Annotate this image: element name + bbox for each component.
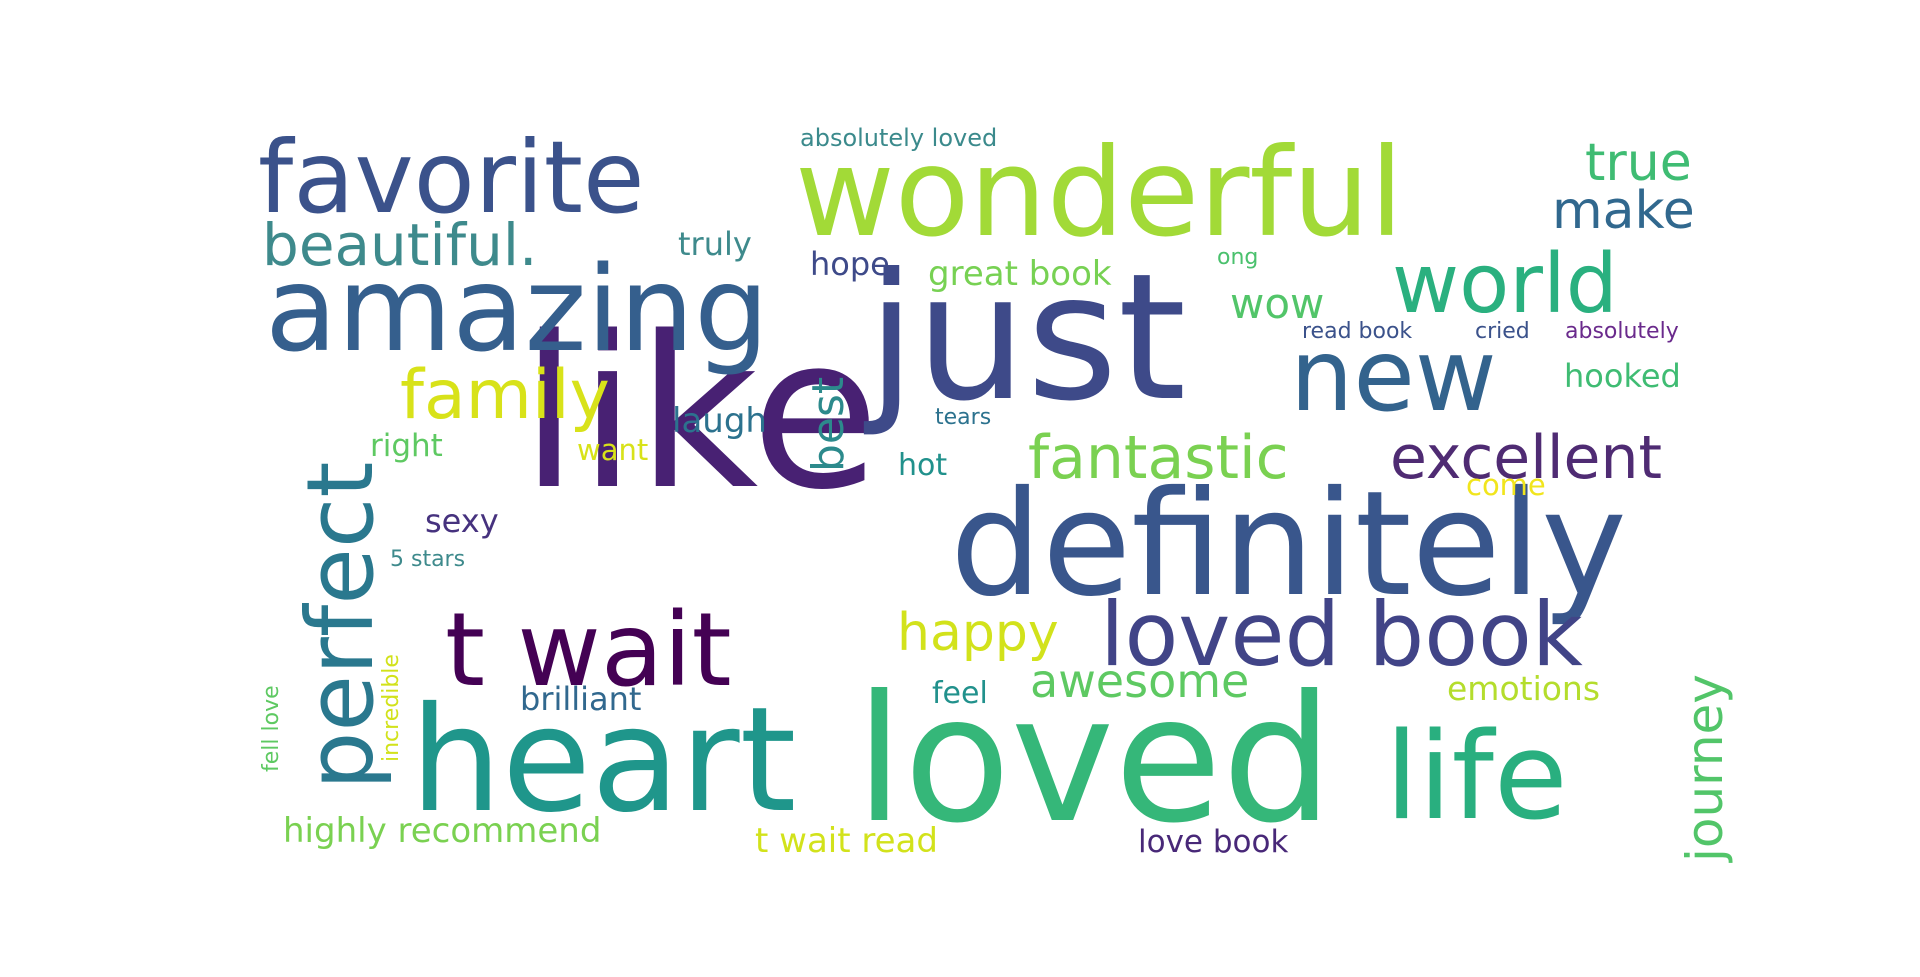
- word-journey: journey: [1676, 674, 1734, 863]
- word-t-wait: t wait: [445, 591, 732, 710]
- word-definitely: definitely: [950, 460, 1627, 629]
- word-absolutely: absolutely: [1565, 319, 1679, 344]
- word-heart: heart: [410, 676, 796, 845]
- word-favorite: favorite: [258, 119, 644, 236]
- word-ong: ong: [1217, 245, 1258, 270]
- word-laugh: laugh: [672, 401, 767, 441]
- word-wonderful: wonderful: [795, 122, 1404, 264]
- word-fantastic: fantastic: [1028, 423, 1289, 493]
- word-highly-recommend: highly recommend: [283, 811, 601, 851]
- word-right: right: [370, 428, 443, 464]
- word-like: like: [520, 291, 880, 536]
- word-family: family: [400, 356, 610, 435]
- word-perfect: perfect: [287, 462, 394, 790]
- word-loved-book: loved book: [1100, 583, 1583, 686]
- word-cried: cried: [1475, 319, 1530, 344]
- word-wow: wow: [1230, 279, 1324, 328]
- word-excellent: excellent: [1390, 423, 1662, 493]
- word-awesome: awesome: [1030, 654, 1249, 708]
- word-amazing: amazing: [265, 240, 769, 378]
- word-feel: feel: [932, 676, 988, 711]
- word-read-book: read book: [1302, 319, 1412, 344]
- word-tears: tears: [935, 405, 991, 430]
- word-new: new: [1290, 317, 1497, 434]
- word-loved: loved: [855, 659, 1333, 862]
- word-want: want: [577, 433, 648, 467]
- word-love-book: love book: [1138, 824, 1288, 860]
- word-best: best: [803, 377, 854, 472]
- word-truly: truly: [678, 225, 752, 263]
- word-beautiful: beautiful.: [262, 211, 537, 279]
- word-true: true: [1585, 133, 1692, 193]
- word-hot: hot: [898, 448, 947, 483]
- word-world: world: [1392, 237, 1618, 332]
- word-absolutely-loved: absolutely loved: [800, 124, 997, 152]
- word-fell-love: fell love: [259, 685, 284, 772]
- word-great-book: great book: [928, 254, 1112, 294]
- word-come: come: [1466, 468, 1546, 502]
- word-sexy: sexy: [425, 502, 499, 540]
- word-brilliant: brilliant: [520, 680, 641, 718]
- word-incredible: incredible: [379, 654, 404, 762]
- word-t-wait-read: t wait read: [755, 821, 938, 861]
- word-make: make: [1552, 181, 1695, 241]
- word-happy: happy: [897, 603, 1059, 663]
- word-life: life: [1385, 708, 1568, 847]
- word-5-stars: 5 stars: [390, 547, 465, 572]
- word-emotions: emotions: [1447, 669, 1600, 708]
- word-hooked: hooked: [1564, 357, 1681, 395]
- word-hope: hope: [810, 245, 890, 283]
- word-just: just: [863, 237, 1186, 440]
